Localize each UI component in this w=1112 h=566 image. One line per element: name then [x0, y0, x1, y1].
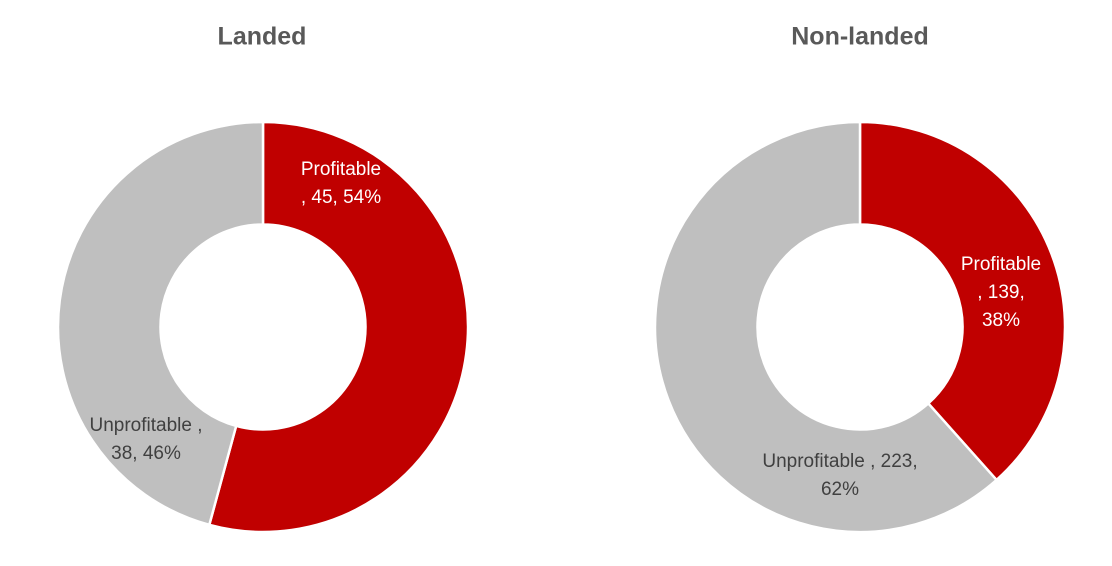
chart-title-landed: Landed [217, 22, 307, 51]
donut-slice-unprofitable [653, 120, 998, 534]
donut-chart-landed [56, 120, 470, 534]
donut-slice-unprofitable [56, 120, 265, 527]
donut-chart-non-landed [653, 120, 1067, 534]
chart-title-non-landed: Non-landed [791, 22, 929, 51]
donut-slice-profitable [858, 120, 1067, 482]
donut-slice-profitable [208, 120, 470, 534]
